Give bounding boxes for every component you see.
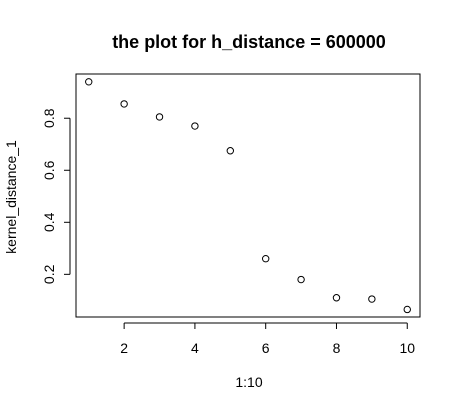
data-point — [332, 294, 341, 302]
data-point — [155, 113, 164, 121]
x-axis: 2 4 6 8 10 — [120, 322, 415, 356]
y-tick-label: 0.4 — [41, 212, 57, 232]
data-point — [85, 78, 93, 86]
data-point — [120, 100, 128, 108]
y-tick-label: 0.8 — [41, 108, 57, 128]
x-tick-label: 2 — [120, 340, 128, 356]
y-tick-label: 0.2 — [41, 264, 57, 284]
x-tick-label: 6 — [262, 340, 270, 356]
data-point — [403, 305, 411, 314]
plot-frame — [75, 73, 421, 318]
data-point — [261, 255, 270, 263]
y-tick-label: 0.6 — [41, 160, 57, 180]
x-tick-label: 4 — [191, 340, 199, 356]
chart-title: the plot for h_distance = 600000 — [112, 32, 386, 52]
data-point — [226, 147, 235, 155]
x-tick-label: 10 — [399, 340, 415, 356]
data-point — [368, 295, 376, 303]
x-tick-label: 8 — [333, 340, 341, 356]
data-points — [85, 78, 411, 314]
y-axis-label: kernel_distance_1 — [3, 140, 19, 254]
data-point — [191, 122, 199, 130]
data-point — [297, 275, 305, 284]
x-axis-label: 1:10 — [235, 374, 262, 390]
y-axis: 0.2 0.4 0.6 0.8 — [41, 108, 71, 284]
